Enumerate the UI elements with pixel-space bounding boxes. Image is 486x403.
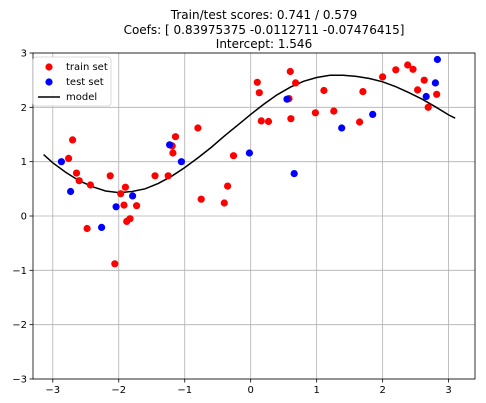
- data-point-train-set: [194, 124, 202, 132]
- data-point-train-set: [420, 76, 428, 84]
- y-tick-label: 3: [21, 49, 27, 60]
- series-layer: [43, 55, 456, 268]
- x-tick-label: 2: [379, 385, 385, 396]
- title-line-3: Intercept: 1.546: [216, 37, 312, 51]
- y-tick-label: −2: [12, 320, 27, 331]
- data-point-train-set: [164, 172, 172, 180]
- y-tick-label: 1: [21, 157, 27, 168]
- data-point-train-set: [392, 66, 400, 74]
- data-point-train-set: [264, 117, 273, 126]
- data-point-train-set: [330, 107, 338, 115]
- data-point-test-set: [98, 223, 106, 231]
- data-point-train-set: [286, 67, 294, 76]
- data-point-test-set: [67, 187, 75, 196]
- x-tick-label: −1: [177, 385, 192, 396]
- data-point-train-set: [86, 181, 94, 189]
- x-tick-label: 3: [445, 385, 451, 396]
- data-point-test-set: [177, 158, 185, 166]
- data-point-test-set: [57, 158, 65, 166]
- data-point-train-set: [409, 65, 417, 73]
- legend-label-test-set: test set: [66, 77, 104, 88]
- data-point-train-set: [414, 86, 422, 94]
- data-point-train-set: [133, 202, 141, 210]
- legend-label-train-set: train set: [66, 62, 108, 73]
- data-point-train-set: [72, 169, 81, 177]
- data-point-train-set: [151, 172, 159, 180]
- data-point-train-set: [111, 260, 119, 268]
- data-point-train-set: [65, 154, 73, 162]
- legend-label-model: model: [66, 92, 97, 103]
- data-point-test-set: [290, 170, 298, 178]
- data-point-test-set: [431, 79, 439, 87]
- y-tick-label: −1: [12, 266, 27, 277]
- data-point-train-set: [356, 118, 364, 126]
- data-point-train-set: [287, 115, 295, 123]
- data-point-train-set: [169, 149, 177, 157]
- title-line-1: Train/test scores: 0.741 / 0.579: [170, 8, 357, 22]
- data-point-train-set: [433, 90, 441, 98]
- data-point-train-set: [220, 199, 228, 207]
- series-line-model: [43, 74, 456, 194]
- legend-marker-test-set: [45, 78, 53, 86]
- data-point-test-set: [338, 124, 346, 132]
- data-point-train-set: [171, 133, 180, 141]
- data-point-train-set: [311, 109, 319, 117]
- y-tick-label: 0: [21, 212, 27, 223]
- data-point-train-set: [75, 177, 83, 185]
- x-tick-label: −2: [111, 385, 126, 396]
- legend-box: [32, 56, 112, 107]
- data-point-train-set: [83, 224, 91, 233]
- data-point-train-set: [255, 89, 263, 97]
- y-tick-label: 2: [21, 103, 27, 114]
- data-point-test-set: [166, 141, 174, 149]
- data-point-train-set: [424, 103, 432, 111]
- data-point-test-set: [422, 92, 430, 101]
- data-point-train-set: [229, 152, 238, 160]
- chart-title: Train/test scores: 0.741 / 0.579 Coefs: …: [124, 8, 405, 51]
- data-point-train-set: [224, 182, 232, 190]
- legend: train set test set model: [32, 56, 112, 107]
- data-point-train-set: [197, 195, 205, 203]
- x-axis: −3 −2 −1 0 1 2 3: [45, 379, 452, 396]
- data-point-test-set: [369, 110, 377, 118]
- y-tick-label: −3: [12, 375, 27, 386]
- data-point-test-set: [112, 203, 120, 211]
- data-point-train-set: [253, 78, 261, 86]
- data-point-train-set: [257, 117, 265, 125]
- data-point-train-set: [359, 88, 367, 96]
- data-point-train-set: [126, 215, 134, 223]
- y-axis: −3 −2 −1 0 1 2 3: [12, 49, 33, 386]
- data-point-train-set: [120, 201, 128, 209]
- data-point-test-set: [283, 95, 291, 103]
- data-point-train-set: [106, 172, 114, 180]
- data-point-test-set: [129, 192, 137, 200]
- data-point-train-set: [379, 73, 387, 81]
- data-point-train-set: [320, 86, 328, 95]
- legend-marker-train-set: [45, 63, 53, 71]
- data-point-train-set: [69, 136, 77, 144]
- title-line-2: Coefs: [ 0.83975375 -0.0112711 -0.074764…: [124, 23, 405, 37]
- x-tick-label: 1: [313, 385, 319, 396]
- data-point-train-set: [404, 61, 412, 69]
- data-point-train-set: [292, 79, 300, 87]
- x-tick-label: −3: [45, 385, 60, 396]
- x-tick-label: 0: [248, 385, 254, 396]
- data-point-test-set: [245, 149, 253, 157]
- data-point-train-set: [121, 183, 129, 191]
- data-point-test-set: [433, 55, 441, 64]
- data-point-train-set: [117, 190, 125, 198]
